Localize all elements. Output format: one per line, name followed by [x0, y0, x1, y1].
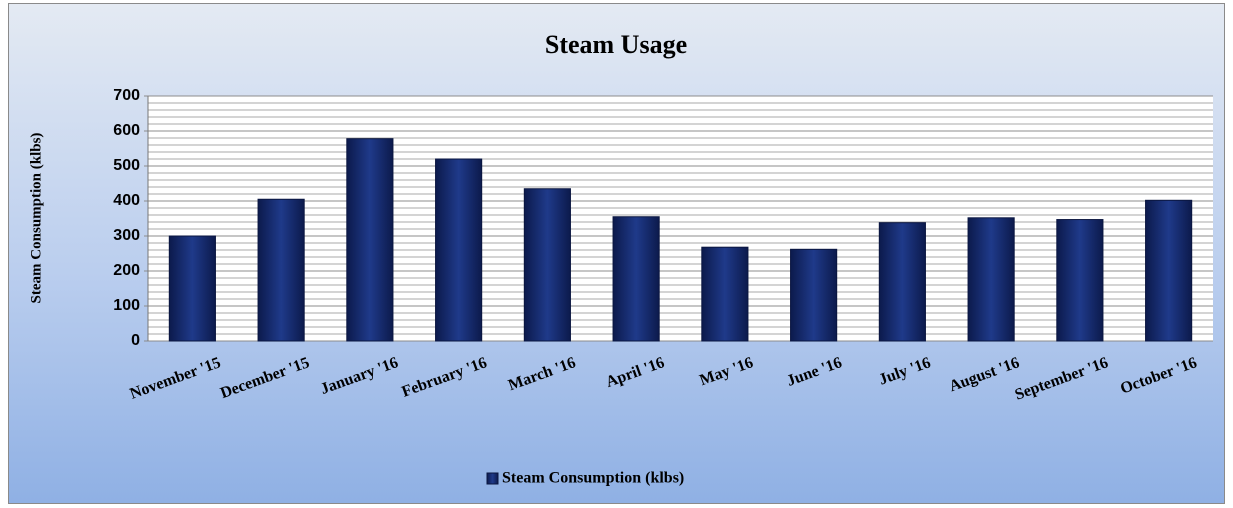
- y-tick-label: 300: [113, 227, 140, 244]
- bar: [878, 222, 926, 342]
- y-axis-label: Steam Consumption (klbs): [28, 133, 44, 304]
- bar: [346, 138, 394, 342]
- bar: [435, 158, 483, 342]
- bar: [257, 198, 305, 342]
- y-tick-label: 700: [113, 87, 140, 104]
- bar: [790, 248, 838, 342]
- plot-area: [148, 96, 1213, 341]
- y-tick-label: 0: [131, 332, 140, 349]
- chart-title: Steam Usage: [545, 30, 687, 59]
- y-tick-label: 500: [113, 157, 140, 174]
- bar: [523, 188, 571, 342]
- y-tick-label: 600: [113, 122, 140, 139]
- legend-swatch: [486, 472, 499, 485]
- y-tick-label: 400: [113, 192, 140, 209]
- bar: [1145, 199, 1193, 342]
- bar: [612, 216, 660, 342]
- bar: [1056, 219, 1104, 342]
- bar: [701, 246, 749, 342]
- y-tick-label: 200: [113, 262, 140, 279]
- legend-label: Steam Consumption (klbs): [502, 470, 684, 487]
- bar: [967, 217, 1015, 342]
- bar: [168, 235, 216, 342]
- y-tick-label: 100: [113, 297, 140, 314]
